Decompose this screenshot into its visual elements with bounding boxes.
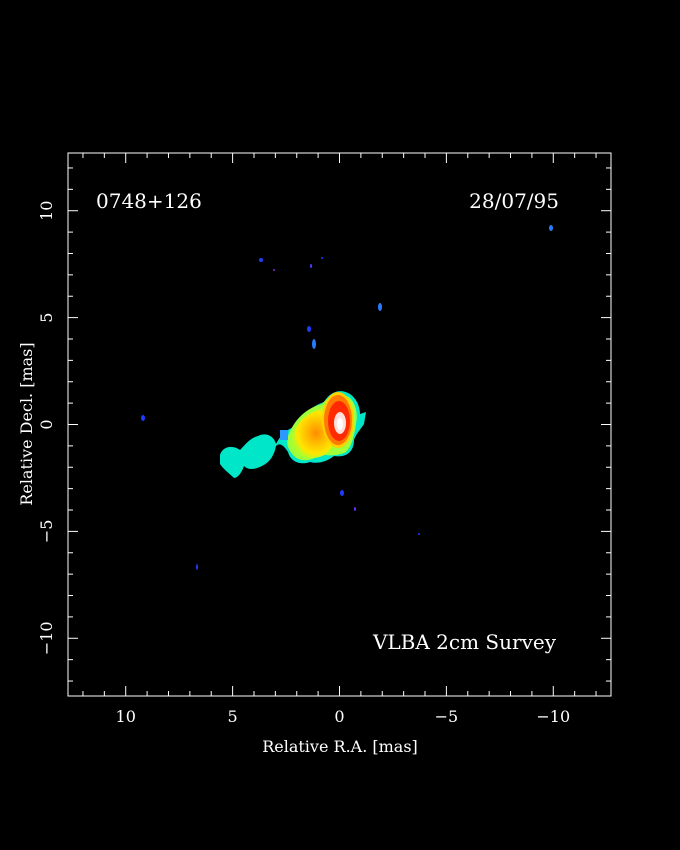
axis-tick-labels: 10 5 0 −5 −10 10 5 0 −5 −10 <box>37 201 570 726</box>
y-axis-label: Relative Decl. [mas] <box>17 342 36 505</box>
source-label: 0748+126 <box>96 189 202 213</box>
x-axis-label: Relative R.A. [mas] <box>262 737 418 756</box>
emission-map <box>141 225 553 570</box>
y-tick-label: 5 <box>37 313 56 323</box>
x-tick-label: −10 <box>536 707 570 726</box>
survey-label: VLBA 2cm Survey <box>372 630 557 654</box>
y-tick-label: −10 <box>37 621 56 655</box>
y-tick-label: −5 <box>37 520 56 544</box>
epoch-date: 28/07/95 <box>469 189 559 213</box>
x-tick-label: 10 <box>116 707 136 726</box>
core-peak-center <box>337 418 343 430</box>
axis-ticks <box>68 153 611 696</box>
y-tick-label: 0 <box>37 419 56 429</box>
x-tick-label: −5 <box>435 707 459 726</box>
x-tick-label: 5 <box>228 707 238 726</box>
x-tick-label: 0 <box>334 707 344 726</box>
y-tick-label: 10 <box>37 201 56 221</box>
noise-blobs <box>141 225 553 570</box>
